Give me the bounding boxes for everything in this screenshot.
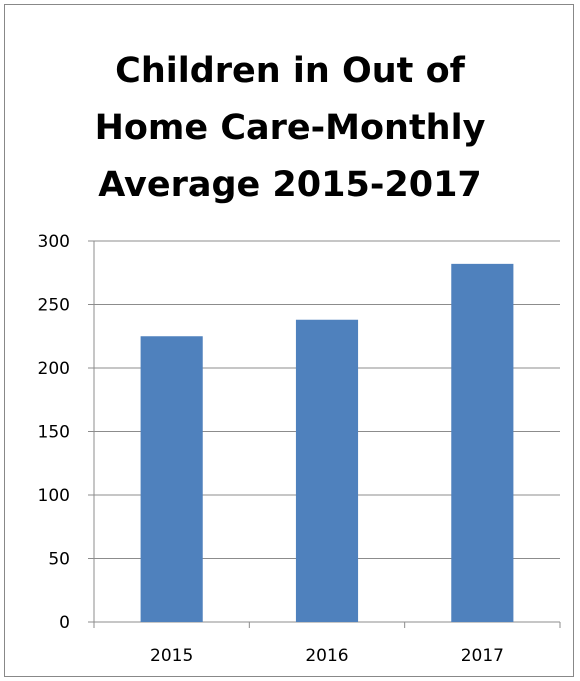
bar-2017 (451, 263, 514, 622)
x-tick-label: 2015 (150, 646, 193, 666)
y-tick-label: 0 (59, 613, 70, 633)
bar-2016 (295, 319, 359, 622)
x-tick-label: 2017 (461, 646, 504, 666)
y-tick-label: 300 (38, 232, 70, 252)
y-tick-label: 100 (38, 486, 70, 506)
bar-2015 (140, 336, 203, 622)
y-tick-label: 200 (38, 359, 70, 379)
chart-title: Children in Out of Home Care-Monthly Ave… (94, 51, 486, 205)
y-tick-label: 150 (38, 423, 70, 443)
y-tick-label: 250 (38, 296, 70, 316)
y-tick-label: 50 (48, 550, 70, 570)
x-tick-label: 2016 (305, 646, 348, 666)
